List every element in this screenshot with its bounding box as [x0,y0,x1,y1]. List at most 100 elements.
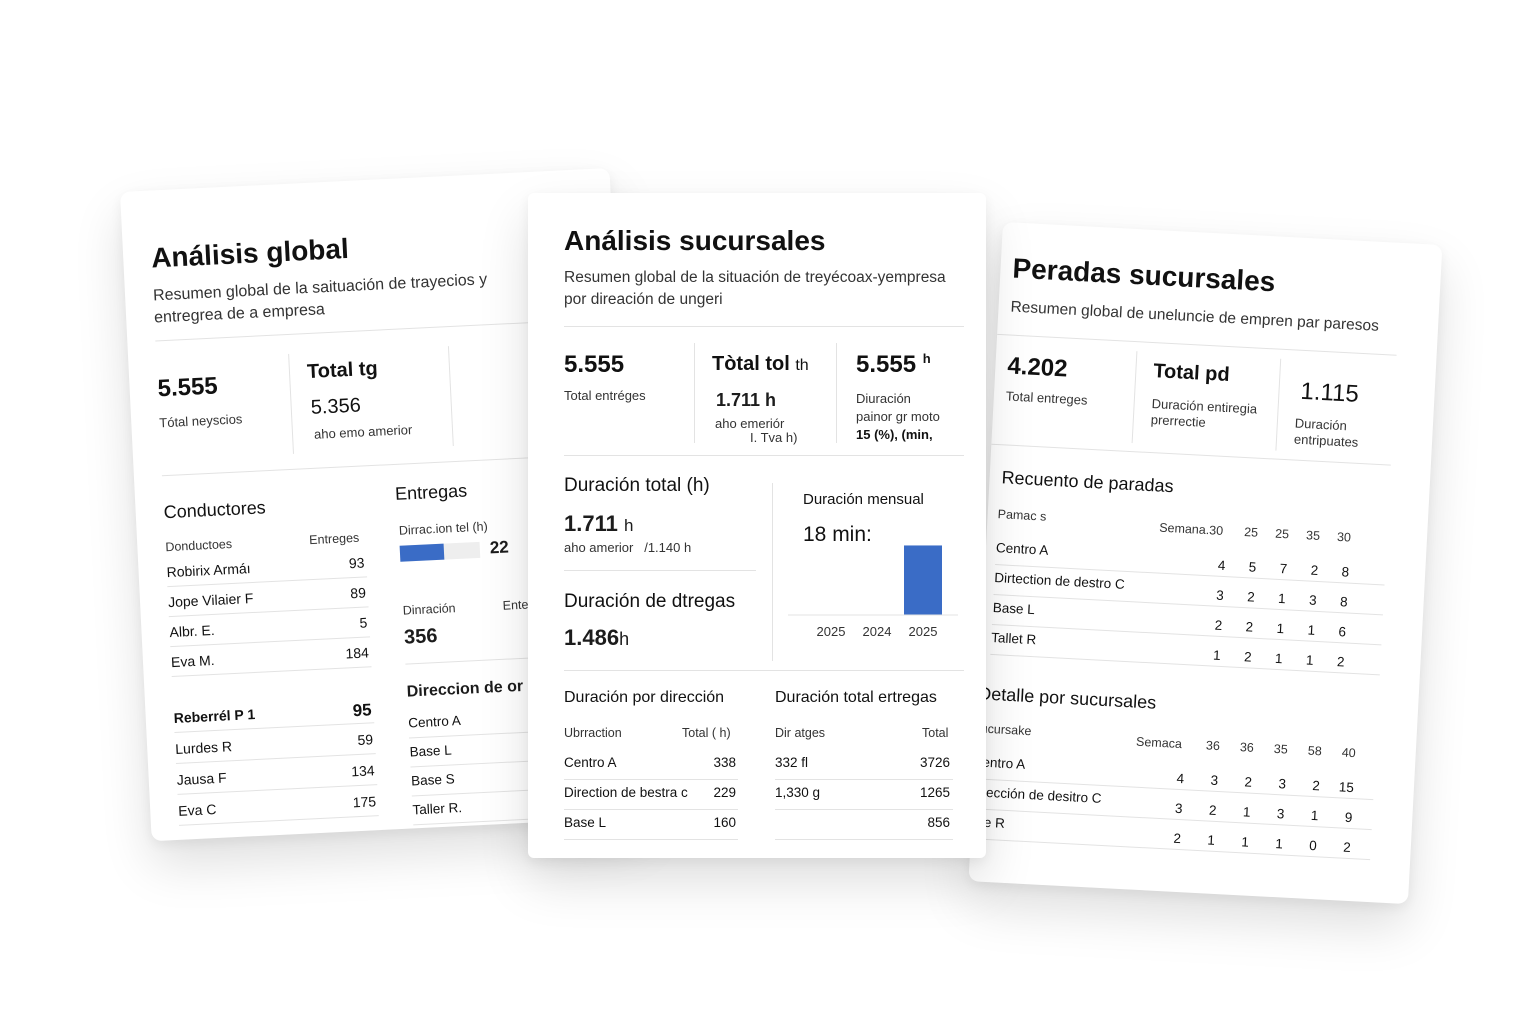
stops-cell: 1 [1305,652,1314,668]
stops-cell: 6 [1338,624,1347,640]
center-kpi3-label1: Diuración [856,391,911,406]
stops-cell: 1 [1307,622,1316,638]
stops-cell: 5 [1248,559,1257,575]
total-deliveries-col-name: Dir atges [775,726,826,740]
stops-header: Semana.30 [1158,520,1224,538]
divider [1275,358,1282,451]
driver-name: Jausa F [176,769,227,788]
detail-cell: 15 [1338,779,1355,796]
stops-cell: 1 [1274,650,1283,667]
drivers-col-name: Donductoes [165,536,233,555]
divider [564,326,964,327]
detail-cell: 1 [1274,836,1284,852]
stops-table [1003,222,1442,245]
deliveries-dur-label2: Ente [502,597,529,613]
center-kpi3-value: 5.555 h [856,351,931,379]
chart-tick-label: 2025 [909,624,938,639]
driver-name: Robirix Armáı [166,560,251,581]
stops-cell: 8 [1341,564,1350,580]
right-report-card: Peradas sucursales Resumen global de une… [968,222,1443,905]
driver-value: 184 [345,644,370,662]
row-divider [775,839,953,840]
row-divider [564,779,738,780]
center-kpi2-label1: aho emeriór [715,416,785,431]
total-deliveries-value: 856 [927,815,950,830]
center-kpi2-label2: I. Tva h) [750,430,798,445]
drivers-col-value: Entreges [308,530,360,548]
stops-cell: 2 [1243,649,1252,665]
detail-cell: 1 [1240,834,1250,850]
driver-value: 175 [352,793,377,811]
by-direction-title: Duración por dirección [564,689,725,706]
divider [564,670,964,671]
right-kpi1-value: 4.202 [1006,352,1069,383]
driver-name: Lurdes R [174,738,233,757]
detail-cell: 4 [1176,770,1185,787]
by-direction-col-name: Ubrraction [564,726,622,740]
total-deliveries-title: Duración total ertregas [775,689,937,706]
direction-title: Direccion de or [406,677,524,701]
detail-cell: 3 [1276,806,1285,822]
detail-table [1003,222,1442,245]
detail-title: Detalle por sucursales [977,683,1157,713]
chart-bar [904,545,942,615]
left-kpi2-label: aho emo amerior [313,422,413,442]
by-direction-name: Base L [564,815,607,830]
right-card-subtitle: Resumen global de uneluncie de empren pa… [1010,298,1380,335]
deliveries-dur-label: Dinración [402,601,456,618]
chart-tick-label: 2025 [817,624,846,639]
duration-total-title-text: Duración total [564,475,682,496]
divider [694,343,695,443]
detail-header: 35 [1273,741,1289,757]
stops-cell: 7 [1279,560,1288,577]
driver-name: Albr. E. [169,621,216,641]
total-deliveries-value: 3726 [919,755,950,770]
chart-bars [904,545,942,615]
detail-cell: 2 [1208,802,1217,818]
driver-value: 93 [348,554,365,572]
stops-cell: 2 [1245,619,1254,635]
total-deliveries-name: 1,330 g [775,785,821,800]
center-kpi3-unit: h [922,351,931,366]
stops-cell: 1 [1277,590,1287,607]
drivers-title: Conductores [163,497,267,523]
stops-cell: 1 [1276,620,1285,637]
duration-total-value: 1.711 h [564,511,633,537]
driver-name: Reberrél P 1 [173,706,256,726]
stops-header: 25 [1243,525,1259,540]
right-kpi2-title: Total pd [1152,360,1231,387]
driver-value: 89 [349,584,367,602]
driver-name: Eva C [177,801,217,819]
deliveries-bar-value: 22 [489,537,510,558]
left-kpi1-label: Tótal neyscios [158,411,243,431]
detail-cell: 2 [1173,830,1182,847]
stops-cell: 1 [1212,647,1222,663]
by-direction-value: 160 [713,815,736,830]
stops-row-name: Dirtection de destro C [993,570,1126,592]
divider [447,346,454,447]
total-deliveries-value: 1265 [919,785,950,800]
stops-title: Recuento de paradas [1001,467,1175,497]
left-kpi2-title: Total tg [306,357,379,384]
detail-cell: 9 [1344,809,1353,826]
left-kpi2-value: 5.356 [310,394,362,419]
right-kpi3-label2: entripuates [1293,431,1359,450]
direction-name: Base L [409,742,453,760]
duration-total-title: Duración total (h) [564,475,710,497]
divider [564,570,756,571]
center-card-title: Análisis sucursales [564,225,826,256]
detail-cell: 1 [1310,807,1319,824]
stops-cell: 3 [1215,587,1225,604]
left-card-subtitle: Resumen global de la saituación de traye… [152,271,488,327]
stops-cell: 8 [1339,594,1348,610]
by-direction-col-value: Total ( h) [682,726,731,740]
stops-header: 35 [1305,528,1321,544]
center-kpi3-label2: painor gr moto [856,409,940,424]
stops-header: 30 [1336,529,1352,545]
duration-total-prev-label: aho amerior [564,540,634,555]
driver-name: Eva M. [170,651,215,671]
center-kpi2-title: Tòtal tol th [712,353,809,376]
right-kpi3-label1: Duración [1294,415,1348,434]
deliveries-title: Entregas [394,480,468,504]
center-card-subtitle-2: por direación de ungeri [564,291,723,308]
